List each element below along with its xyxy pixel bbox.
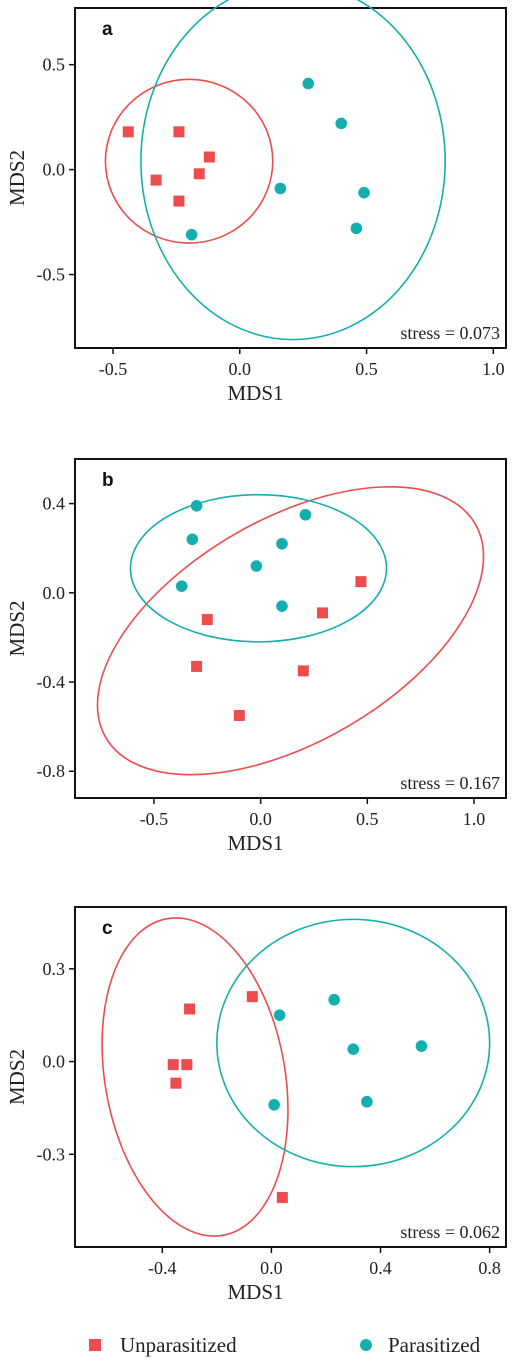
point-unparasitized [355, 576, 367, 588]
x-tick-label: -0.4 [148, 1258, 177, 1278]
panel-c: -0.4 0.0 0.4 0.8 -0.3 0.0 0.3 MDS1 MDS2 c stress =… [5, 906, 507, 1304]
point-unparasitized [233, 709, 245, 721]
point-parasitized [361, 1095, 373, 1108]
y-tick-label: 0.4 [43, 494, 66, 514]
y-tick-label: 0.3 [43, 959, 66, 979]
x-tick-label: 0.5 [356, 809, 379, 829]
point-parasitized [268, 1099, 280, 1111]
x-tick-label: 0.0 [249, 809, 272, 829]
y-axis-title: MDS2 [5, 1049, 29, 1105]
y-axis-title: MDS2 [5, 600, 29, 656]
panel-letter: a [102, 19, 113, 40]
point-parasitized [299, 508, 312, 521]
x-axis-title: MDS1 [227, 381, 283, 405]
point-unparasitized [184, 1003, 196, 1015]
stress-label: stress = 0.167 [400, 773, 500, 793]
ellipse-parasitized [216, 918, 491, 1168]
point-unparasitized [181, 1059, 193, 1071]
point-parasitized [185, 228, 198, 241]
x-tick-label: -0.5 [140, 809, 169, 829]
y-tick-label: 0.5 [43, 55, 66, 75]
x-axis-title: MDS1 [227, 831, 283, 855]
panel-b: -0.5 0.0 0.5 1.0 -0.8 -0.4 0.0 0.4 MDS1 MDS2 b stre… [5, 458, 507, 855]
point-unparasitized [173, 126, 185, 138]
point-unparasitized [203, 151, 215, 163]
x-tick-label: 0.0 [229, 359, 252, 379]
point-unparasitized [167, 1059, 179, 1071]
point-parasitized [302, 77, 315, 90]
x-tick-label: 1.0 [463, 809, 486, 829]
x-tick-label: 0.0 [260, 1258, 283, 1278]
stress-label: stress = 0.062 [400, 1222, 500, 1242]
point-parasitized [335, 117, 348, 130]
x-tick-label: 0.4 [369, 1258, 392, 1278]
y-tick-label: 0.0 [43, 583, 66, 603]
x-axis-title: MDS1 [227, 1280, 283, 1304]
x-tick-label: 0.8 [478, 1258, 501, 1278]
y-tick-label: -0.4 [37, 672, 66, 692]
y-tick-label: -0.5 [37, 265, 66, 285]
y-axis-title: MDS2 [5, 150, 29, 206]
point-unparasitized [193, 168, 205, 180]
point-unparasitized [317, 607, 329, 619]
point-unparasitized [297, 665, 309, 677]
legend-label-parasitized: Parasitized [388, 1333, 481, 1357]
point-parasitized [274, 182, 287, 195]
ellipse-parasitized [140, 0, 446, 341]
y-tick-label: 0.0 [43, 160, 66, 180]
point-parasitized [328, 993, 340, 1006]
point-parasitized [350, 222, 363, 235]
plot-frame [74, 906, 507, 1248]
x-tick-label: 0.5 [355, 359, 378, 379]
y-tick-label: 0.0 [43, 1052, 66, 1072]
ellipse-unparasitized [104, 78, 274, 244]
point-parasitized [347, 1043, 360, 1055]
point-parasitized [276, 537, 288, 550]
stress-label: stress = 0.073 [400, 323, 500, 343]
point-unparasitized [173, 195, 185, 207]
point-unparasitized [150, 174, 162, 186]
ellipse-parasitized [129, 493, 388, 643]
ellipse-unparasitized [101, 917, 289, 1237]
point-unparasitized [246, 991, 258, 1003]
point-parasitized [250, 560, 263, 572]
plot-frame [74, 458, 507, 799]
point-parasitized [358, 186, 370, 199]
panel-letter: b [102, 470, 114, 491]
legend: Unparasitized Parasitized [89, 1333, 481, 1357]
legend-label-unparasitized: Unparasitized [120, 1333, 237, 1357]
point-parasitized [273, 1009, 286, 1021]
y-tick-label: -0.8 [37, 761, 66, 781]
y-tick-label: -0.3 [37, 1144, 66, 1164]
point-unparasitized [122, 126, 134, 138]
point-unparasitized [191, 660, 203, 672]
point-parasitized [415, 1040, 428, 1052]
point-parasitized [276, 600, 288, 612]
point-unparasitized [201, 614, 213, 626]
point-unparasitized [276, 1192, 288, 1204]
panel-a: -0.5 0.0 0.5 1.0 -0.5 0.0 0.5 MDS1 MDS2 a stress =… [5, 0, 507, 405]
point-unparasitized [170, 1077, 182, 1089]
legend-square-marker [89, 1339, 101, 1351]
plot-frame [74, 7, 507, 349]
panel-letter: c [102, 918, 113, 939]
point-parasitized [190, 500, 203, 512]
x-tick-label: -0.5 [99, 359, 128, 379]
point-parasitized [186, 533, 199, 546]
ellipse-unparasitized [96, 486, 485, 776]
point-parasitized [175, 580, 188, 592]
legend-circle-marker [360, 1339, 372, 1351]
x-tick-label: 1.0 [482, 359, 505, 379]
